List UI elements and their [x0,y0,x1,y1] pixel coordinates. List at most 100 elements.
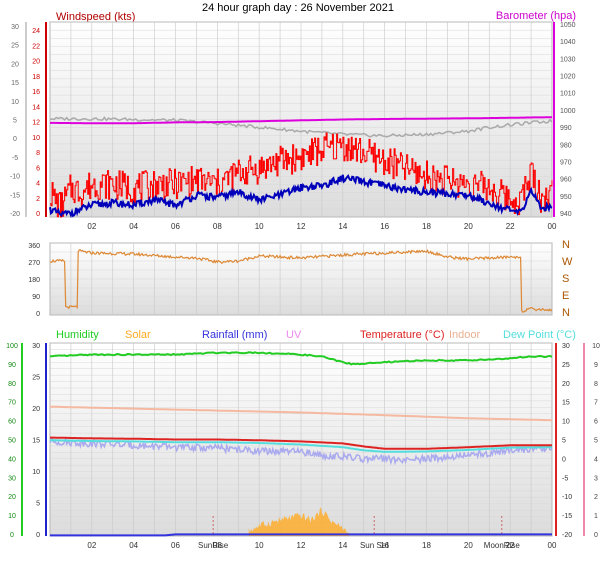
indoor-temperature-line [49,405,553,422]
direction-degree-tick: 360 [28,243,40,250]
windspeed-tick: 18 [32,74,40,81]
direction-compass-tick: N [562,307,570,319]
humidity-tick: 70 [8,400,16,407]
humidity-tick: 30 [8,475,16,482]
wind-panel-x-tick: 14 [338,222,347,231]
temp-panel-x-tick: 18 [422,541,431,550]
outer-left-tick: -20 [10,211,20,218]
barometer-tick: 1010 [560,91,576,98]
outer-left-tick: 15 [11,80,19,87]
barometer-tick: 1050 [560,22,576,29]
temp-panel-x-tick: 08 [213,541,222,550]
uv-tick: 10 [592,343,600,350]
temp-panel-x-tick: 16 [380,541,389,550]
temp-panel-x-tick: 00 [548,541,557,550]
legend-item: UV [286,329,302,341]
rainfall-line [50,533,552,537]
humidity-tick: 10 [8,513,16,520]
outer-left-tick: -15 [10,192,20,199]
temperature-tick: 10 [562,419,570,426]
uv-tick: 2 [594,494,598,501]
temperature-tick: -10 [562,494,572,501]
windspeed-tick: 10 [32,135,40,142]
barometer-tick: 960 [560,177,572,184]
uv-tick: 1 [594,513,598,520]
temperature-tick: -5 [562,475,568,482]
wind-panel-x-tick: 18 [422,222,431,231]
direction-compass-tick: W [562,256,573,268]
humidity-tick: 0 [10,532,14,539]
humidity-tick: 90 [8,362,16,369]
windspeed-tick: 4 [36,181,40,188]
temp-panel-x-tick: 06 [171,541,180,550]
temperature-tick: 30 [562,343,570,350]
barometer-tick: 1000 [560,108,576,115]
humidity-line [50,351,553,366]
temperature-tick: -15 [562,513,572,520]
rainfall-tick: 10 [32,469,40,476]
barometer-tick: 950 [560,194,572,201]
wind-panel-x-tick: 10 [255,222,264,231]
wind-average-line [49,174,553,219]
legend-item: Solar [125,329,151,341]
outer-left-tick: 20 [11,61,19,68]
legend-item: Indoor [449,329,481,341]
dew-point-line [50,439,552,453]
wind-panel-x-tick: 06 [171,222,180,231]
outer-left-tick: -5 [12,155,18,162]
rainfall-tick: 30 [32,343,40,350]
direction-compass-tick: N [562,239,570,251]
temperature-tick: 0 [562,456,566,463]
humidity-tick: 50 [8,438,16,445]
legend-item: Temperature (°C) [360,329,444,341]
outer-left-tick: 25 [11,43,19,50]
temp-panel-x-tick: 22 [506,541,515,550]
windspeed-axis-label: Windspeed (kts) [56,11,135,23]
wind-panel-x-tick: 04 [129,222,138,231]
outer-left-tick: 10 [11,99,19,106]
windspeed-tick: 2 [36,196,40,203]
temp-panel-x-tick: 14 [338,541,347,550]
temp-panel-x-tick: 10 [255,541,264,550]
temperature-tick: 5 [562,438,566,445]
humidity-tick: 80 [8,381,16,388]
uv-tick: 3 [594,475,598,482]
wind-panel-x-tick: 16 [380,222,389,231]
legend-item: Humidity [56,329,99,341]
temp-panel-x-tick: 20 [464,541,473,550]
outer-left-tick: 5 [13,118,17,125]
barometer-tick: 1030 [560,56,576,63]
barometer-tick: 990 [560,125,572,132]
barometer-tick: 980 [560,142,572,149]
barometer-tick: 1020 [560,74,576,81]
temperature-tick: 25 [562,362,570,369]
rainfall-tick: 0 [36,532,40,539]
time-marker-label: SunRise [198,541,229,550]
direction-compass-tick: S [562,273,569,285]
outer-left-tick: 30 [11,24,19,31]
humidity-tick: 20 [8,494,16,501]
uv-tick: 8 [594,381,598,388]
barometer-tick: 1040 [560,39,576,46]
direction-degree-tick: 90 [32,294,40,301]
temperature-line [50,436,552,450]
direction-compass-tick: E [562,290,569,302]
windspeed-tick: 14 [32,104,40,111]
windspeed-tick: 6 [36,165,40,172]
rainfall-tick: 25 [32,375,40,382]
time-marker-label: Sun Set [360,541,389,550]
temp-panel-x-tick: 02 [87,541,96,550]
uv-tick: 0 [594,532,598,539]
temperature-trace-line [49,116,553,138]
temperature-tick: 15 [562,400,570,407]
legend-item: Dew Point (°C) [503,329,576,341]
wind-panel-x-tick: 20 [464,222,473,231]
direction-degree-tick: 180 [28,277,40,284]
windspeed-tick: 0 [36,211,40,218]
wind-gust-line [50,132,553,218]
wind-panel-x-tick: 22 [506,222,515,231]
windspeed-tick: 12 [32,120,40,127]
barometer-tick: 970 [560,159,572,166]
windspeed-tick: 16 [32,89,40,96]
